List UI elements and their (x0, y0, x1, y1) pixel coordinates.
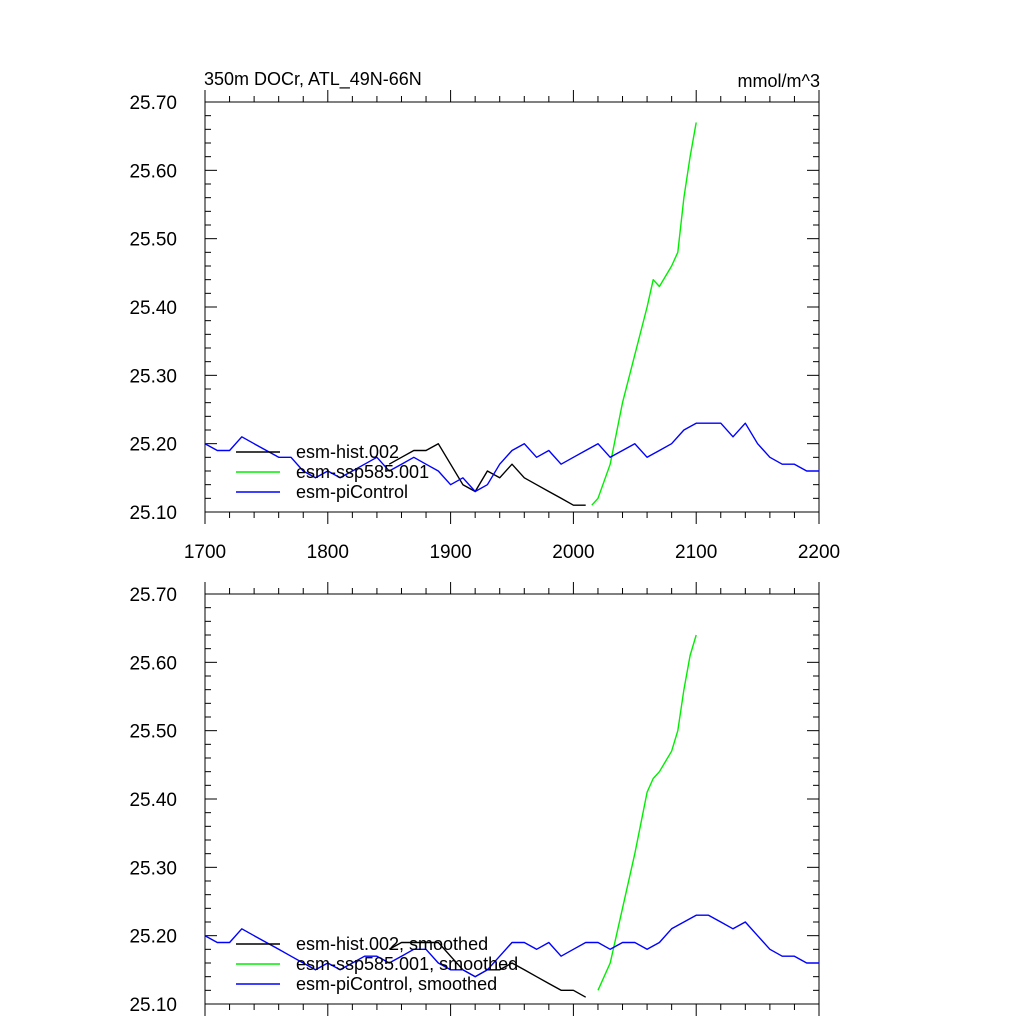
x-tick-label: 2000 (552, 542, 594, 563)
x-tick-label: 1900 (429, 542, 471, 563)
x-tick-label: 1700 (184, 542, 226, 563)
y-tick-label: 25.60 (129, 161, 177, 182)
series-line-picontrol (204, 914, 819, 978)
top-panel-series (204, 122, 819, 506)
y-tick-label: 25.30 (129, 366, 177, 387)
series-line-hist (388, 443, 586, 506)
y-tick-label: 25.10 (129, 503, 177, 524)
y-tick-label: 25.20 (129, 927, 177, 948)
series-line-ssp585 (591, 122, 697, 506)
bottom-panel-series (204, 634, 819, 998)
x-tick-label: 2200 (798, 542, 840, 563)
y-tick-label: 25.10 (129, 995, 177, 1016)
top-panel-units: mmol/m^3 (738, 71, 820, 91)
top-panel-ticks: 25.10 25.20 25.30 25.40 25.50 25.60 25.70 1700 1… (129, 90, 840, 563)
y-tick-label: 25.50 (129, 722, 177, 743)
legend-label: esm-ssp585.001 (296, 462, 429, 482)
y-tick-label: 25.20 (129, 435, 177, 456)
top-panel-title: 350m DOCr, ATL_49N-66N (204, 69, 422, 90)
y-tick-label: 25.40 (129, 790, 177, 811)
legend-label: esm-hist.002 (296, 442, 399, 462)
legend-label: esm-piControl, smoothed (296, 974, 497, 994)
bottom-panel: 25.10 25.20 25.30 25.40 25.50 25.60 25.70 esm-… (129, 582, 820, 1016)
y-tick-label: 25.30 (129, 858, 177, 879)
bottom-panel-ticks: 25.10 25.20 25.30 25.40 25.50 25.60 25.70 (129, 582, 820, 1016)
y-tick-label: 25.70 (129, 585, 177, 606)
legend-label: esm-piControl (296, 482, 408, 502)
series-line-ssp585 (597, 634, 697, 991)
legend-label: esm-hist.002, smoothed (296, 934, 488, 954)
series-line-picontrol (204, 422, 819, 493)
y-tick-label: 25.40 (129, 298, 177, 319)
x-tick-label: 1800 (307, 542, 349, 563)
y-tick-label: 25.70 (129, 93, 177, 114)
legend-label: esm-ssp585.001, smoothed (296, 954, 518, 974)
y-tick-label: 25.50 (129, 230, 177, 251)
y-tick-label: 25.60 (129, 653, 177, 674)
x-tick-label: 2100 (675, 542, 717, 563)
top-panel: 350m DOCr, ATL_49N-66N mmol/m^3 25.1025.… (129, 69, 840, 563)
